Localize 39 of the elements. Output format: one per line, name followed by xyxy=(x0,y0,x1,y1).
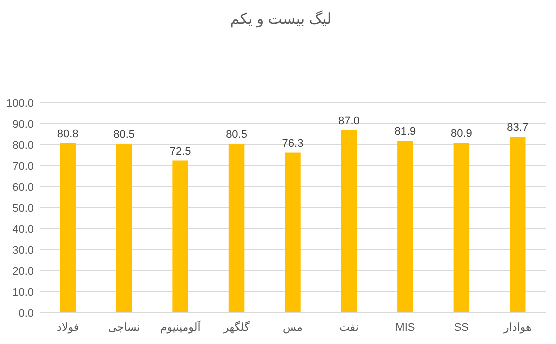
data-label: 83.7 xyxy=(507,122,529,134)
x-tick-label: فولاد xyxy=(57,322,80,334)
y-tick-label: 0.0 xyxy=(18,308,34,320)
bar xyxy=(285,152,301,313)
y-tick-label: 10.0 xyxy=(12,286,34,299)
x-tick-label: نساجی xyxy=(108,322,140,334)
data-label: 80.5 xyxy=(114,128,136,141)
bar xyxy=(510,137,526,313)
y-tick-label: 20.0 xyxy=(12,266,34,278)
y-tick-label: 90.0 xyxy=(12,118,34,131)
bar xyxy=(116,144,132,313)
y-tick-label: 70.0 xyxy=(12,160,34,173)
x-tick-label: نفت xyxy=(340,322,359,334)
x-tick-label: MIS xyxy=(396,322,416,334)
data-label: 80.8 xyxy=(57,128,79,140)
bar xyxy=(172,160,188,313)
bar xyxy=(341,130,358,313)
data-label: 76.3 xyxy=(282,138,304,150)
data-label: 81.9 xyxy=(394,126,416,138)
y-tick-label: 40.0 xyxy=(12,224,34,236)
y-tick-label: 100.0 xyxy=(6,98,34,110)
x-tick-label: مس xyxy=(283,322,304,334)
bar xyxy=(398,141,414,313)
x-tick-label: آلومینیوم xyxy=(160,320,202,334)
y-tick-label: 30.0 xyxy=(12,244,34,257)
x-tick-label: گلگهر xyxy=(222,321,251,334)
data-label: 87.0 xyxy=(338,115,360,128)
data-label: 72.5 xyxy=(170,146,192,158)
bar xyxy=(454,143,470,313)
y-tick-label: 50.0 xyxy=(12,202,34,215)
y-tick-label: 80.0 xyxy=(12,140,34,152)
data-label: 80.9 xyxy=(450,128,472,140)
bar xyxy=(60,143,76,313)
y-tick-label: 60.0 xyxy=(12,182,34,194)
x-tick-label: هوادار xyxy=(502,322,532,334)
bar xyxy=(228,144,245,313)
x-tick-label: SS xyxy=(454,322,470,334)
data-label: 80.5 xyxy=(226,128,248,141)
chart-title: لیگ بیست و یکم xyxy=(230,10,332,28)
